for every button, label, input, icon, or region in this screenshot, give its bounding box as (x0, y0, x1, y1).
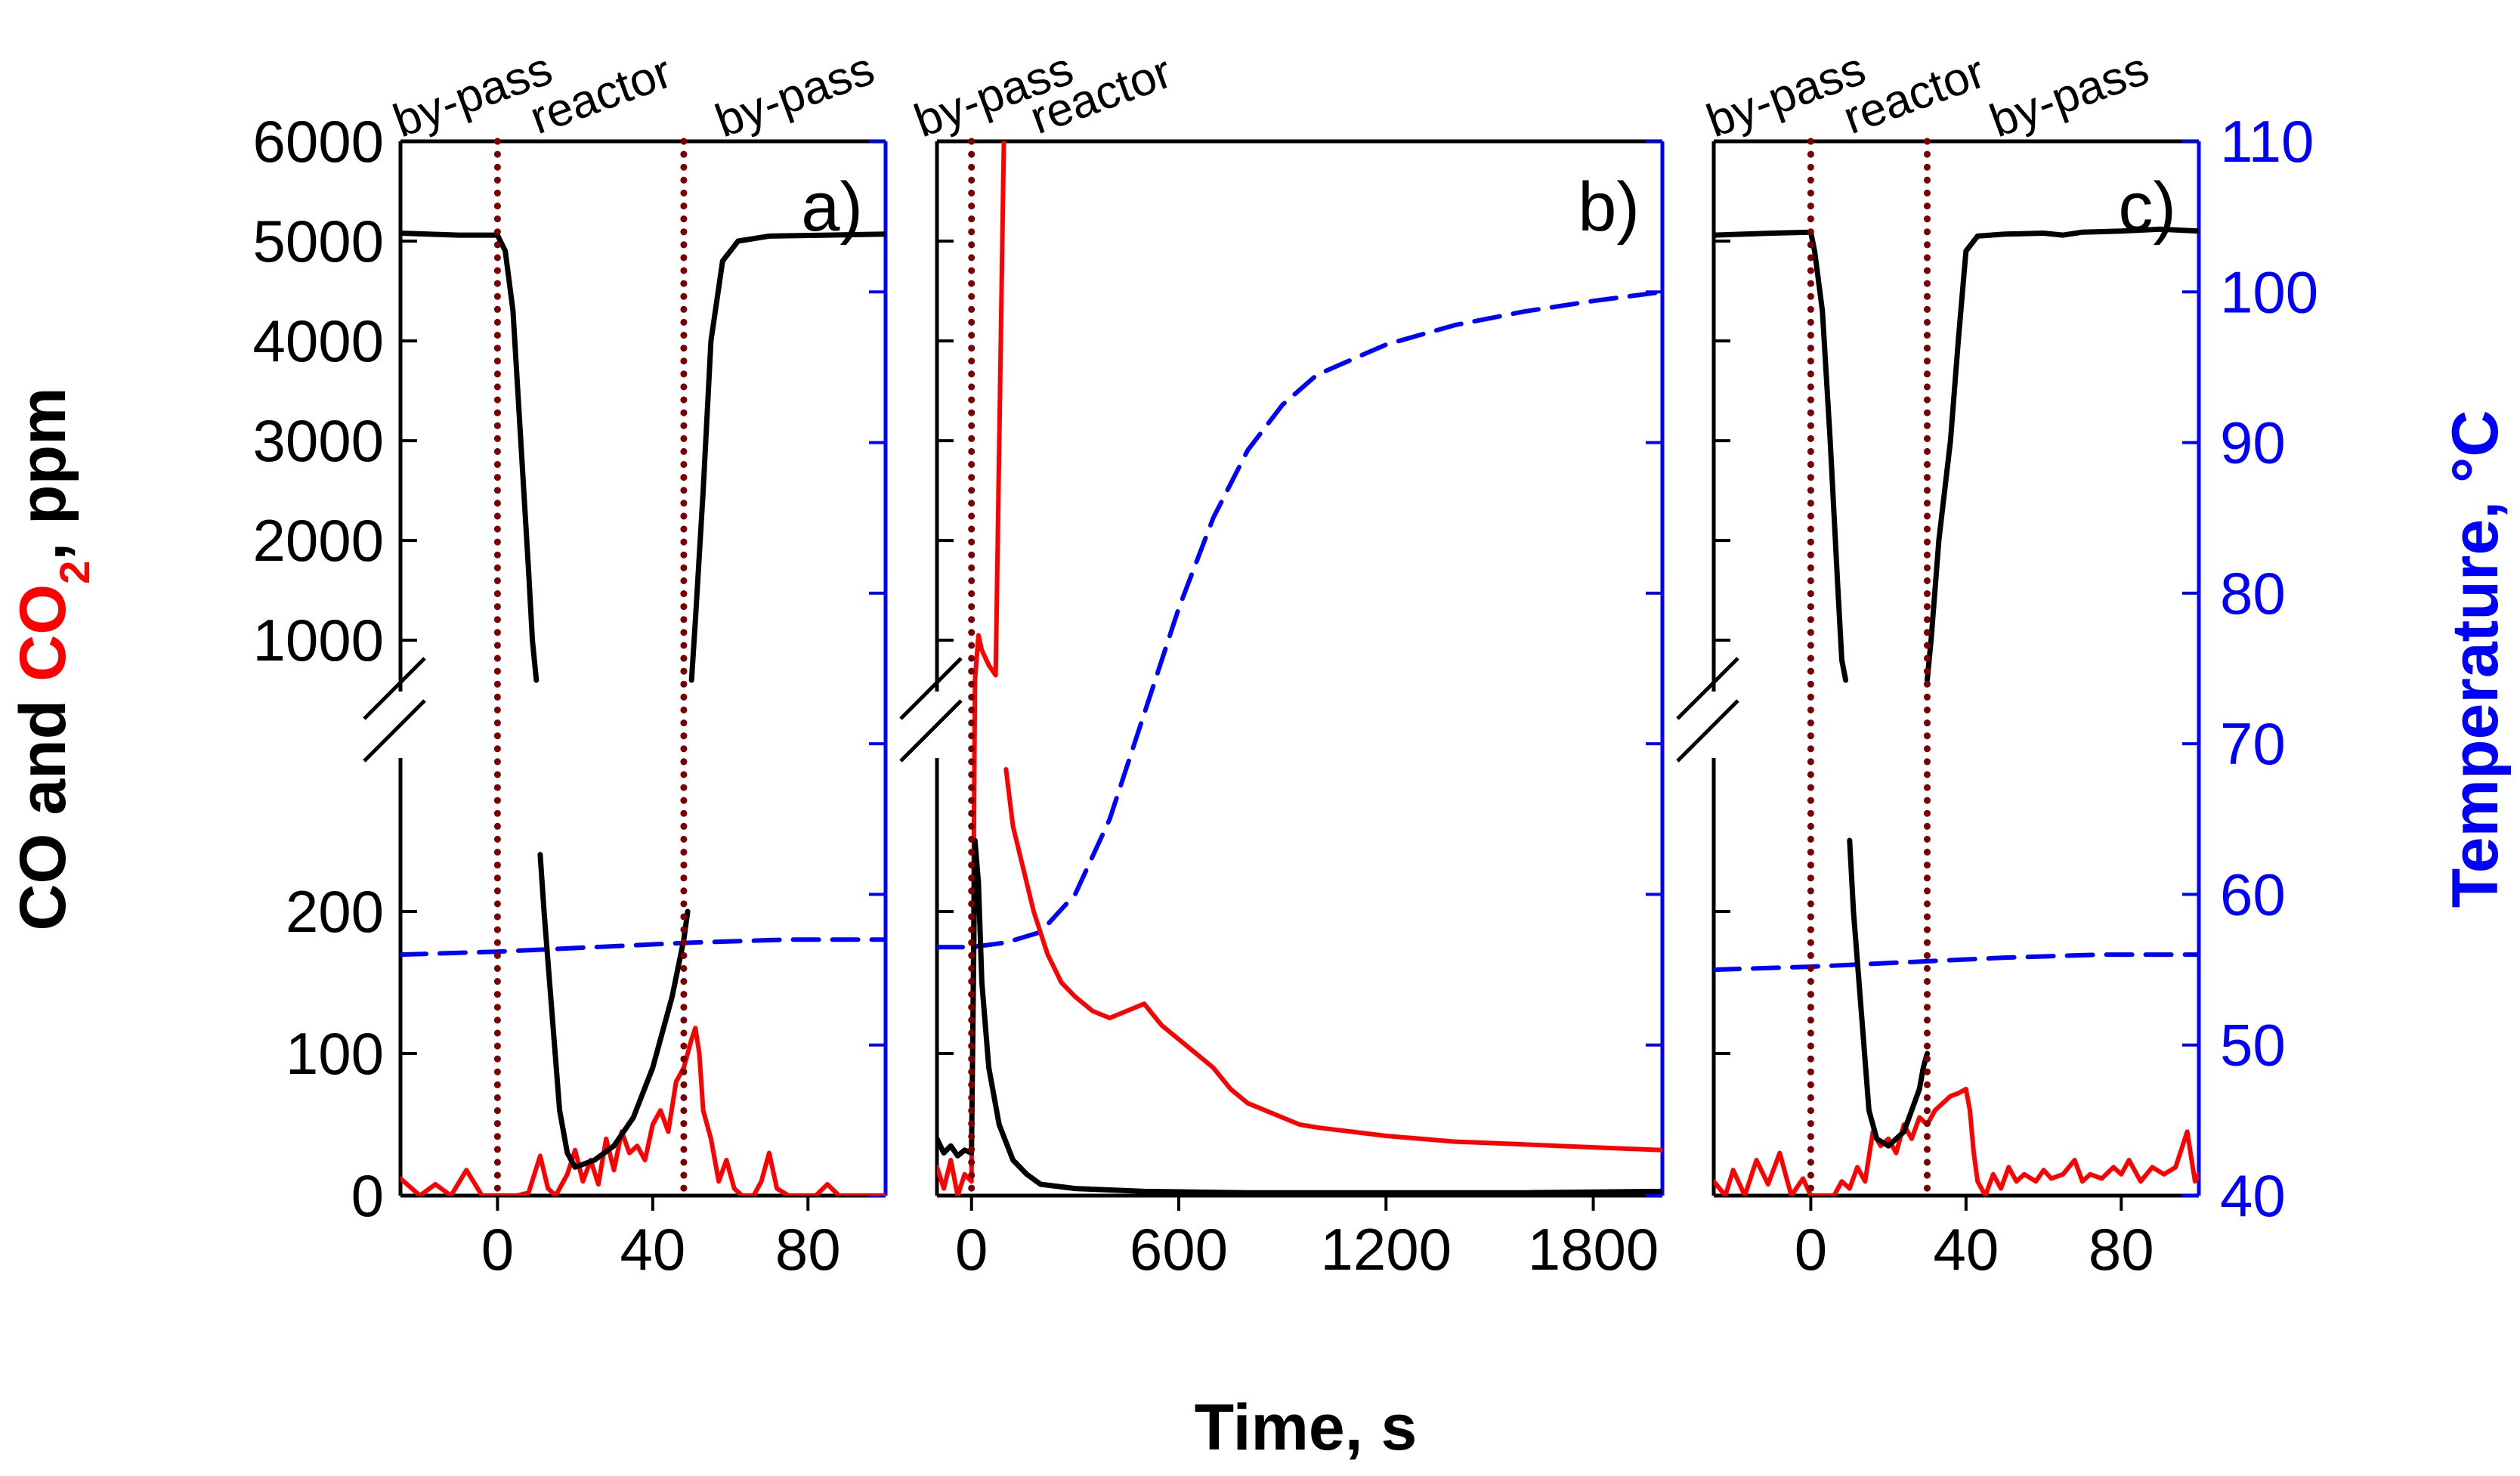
co2-series-line (400, 1026, 886, 1196)
left-y-tick-label: 0 (351, 1162, 384, 1229)
right-y-tick-label: 50 (2220, 1012, 2286, 1078)
co-series-line (537, 852, 691, 1170)
co-series-line (688, 231, 886, 683)
x-tick-label: 80 (775, 1216, 841, 1283)
right-y-tick-label: 90 (2220, 410, 2286, 476)
left-y-axis-title: CO and CO2, ppm (7, 387, 98, 930)
axis-break-mark (363, 657, 426, 763)
series-layer (1714, 226, 2199, 1196)
right-y-tick-label: 110 (2220, 108, 2314, 175)
left-y-axis-title-co2: CO (7, 584, 79, 682)
x-axis-title: Time, s (1195, 1391, 1418, 1464)
right-y-axis-title: Temperature, °C (2439, 410, 2512, 908)
left-y-axis-title-subscript: 2 (51, 561, 98, 584)
co-series-line (1714, 229, 1849, 683)
panel-label: c) (2118, 169, 2176, 246)
co-series-line (400, 231, 540, 683)
right-y-tick-label: 80 (2220, 560, 2286, 627)
axis-break-mark (899, 657, 963, 763)
left-y-tick-label: 4000 (252, 308, 384, 374)
co2-series-line (1003, 767, 1662, 1153)
x-tick-label: 600 (1130, 1216, 1228, 1283)
x-tick-label: 40 (1933, 1216, 1999, 1283)
temperature-series-line (1714, 952, 2199, 973)
panel-label: b) (1578, 169, 1640, 246)
left-y-tick-label: 1000 (252, 607, 384, 673)
x-tick-label: 80 (2089, 1216, 2154, 1283)
x-tick-label: 1200 (1321, 1216, 1452, 1283)
axis-break-mark (1676, 657, 1739, 763)
right-y-tick-label: 100 (2220, 258, 2318, 325)
x-tick-label: 0 (481, 1216, 514, 1283)
left-y-tick-label: 2000 (252, 507, 384, 574)
series-layer (937, 141, 1662, 1196)
right-y-tick-label: 60 (2220, 861, 2286, 927)
co-series-line (1925, 226, 2199, 683)
panel-a: 0 100 200 1000 2000 3000 4000 5000 6000 0 40 80 by-p… (252, 42, 888, 1283)
x-tick-label: 0 (955, 1216, 988, 1283)
right-y-tick-label: 70 (2220, 710, 2286, 777)
left-y-axis-title-part-1: CO and (7, 682, 79, 931)
phase-label: by-pass (709, 42, 881, 147)
co-series-line (937, 837, 1662, 1196)
left-y-tick-label: 200 (286, 878, 384, 945)
co2-series-line (1714, 1087, 2199, 1196)
series-layer (400, 231, 886, 1196)
x-tick-label: 1800 (1528, 1216, 1659, 1283)
x-tick-label: 0 (1795, 1216, 1827, 1283)
x-tick-label: 40 (620, 1216, 685, 1283)
left-y-axis-title-part-4: , ppm (7, 387, 79, 560)
left-y-tick-label: 100 (286, 1020, 384, 1087)
left-y-tick-label: 6000 (252, 108, 384, 175)
right-y-tick-label: 40 (2220, 1162, 2286, 1229)
co-series-line (1847, 837, 1930, 1149)
panel-label: a) (801, 169, 863, 246)
temperature-series-line (937, 289, 1662, 950)
temperature-series-line (400, 937, 886, 958)
phase-label: by-pass (1984, 42, 2156, 147)
left-y-tick-label: 5000 (252, 208, 384, 274)
left-y-tick-label: 3000 (252, 407, 384, 474)
